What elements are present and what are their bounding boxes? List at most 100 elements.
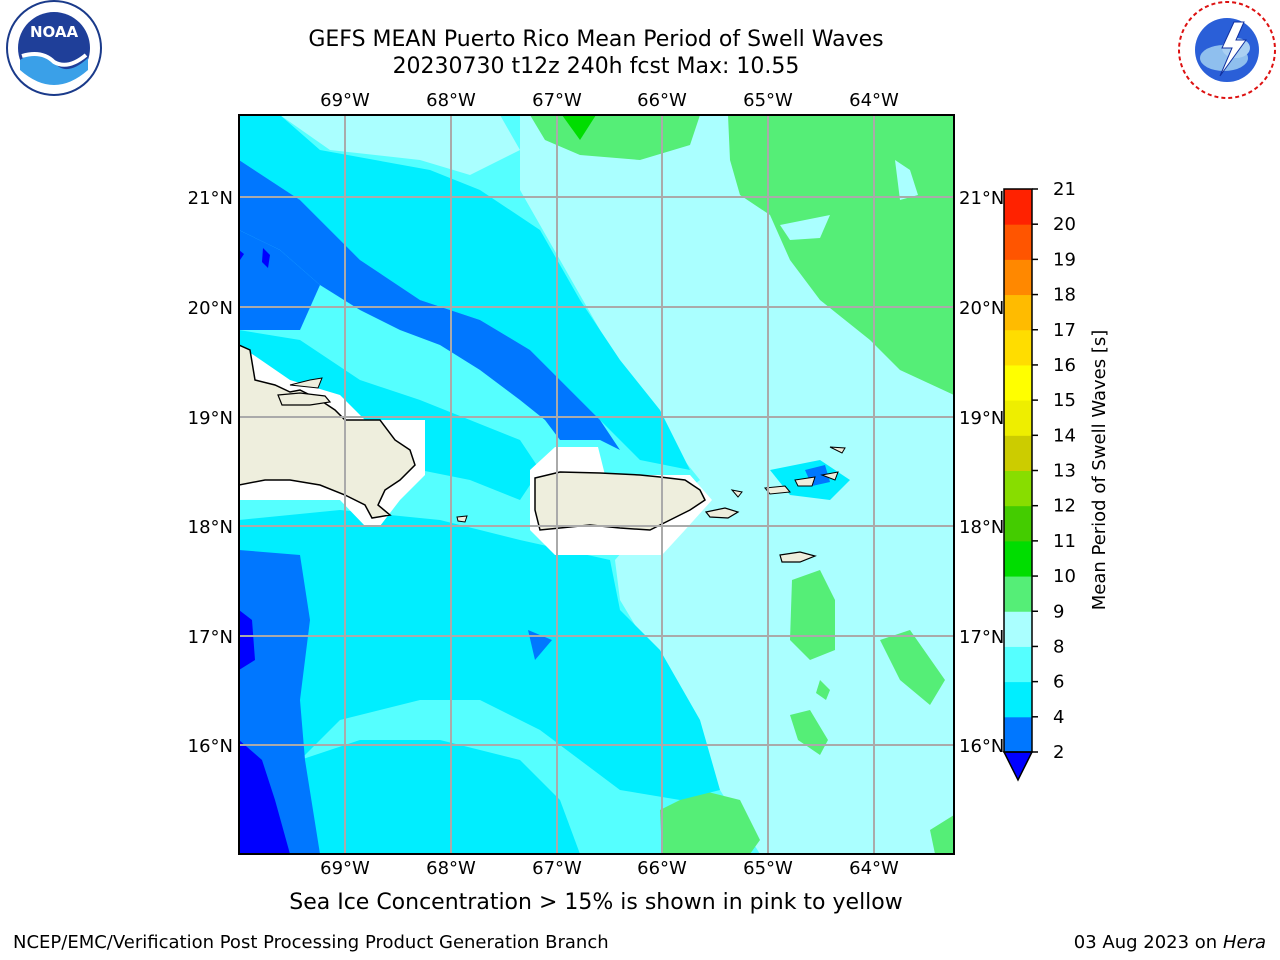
- host-name: Hera: [1222, 932, 1266, 953]
- contour-2-4-northwest: [239, 230, 320, 330]
- colorbar: [1004, 189, 1032, 753]
- nws-logo: [1176, 0, 1278, 104]
- lon-label-bottom: 66°W: [637, 858, 687, 879]
- contour-4-6-north: [239, 115, 690, 470]
- date-value: 03 Aug 2023 on: [1073, 932, 1218, 953]
- credit-text: NCEP/EMC/Verification Post Processing Pr…: [13, 932, 609, 953]
- contour-9-10-northeast: [728, 115, 954, 395]
- colorbar-segment: [1004, 294, 1032, 331]
- lat-label-left: 20°N: [188, 298, 233, 319]
- lon-label-bottom: 68°W: [426, 858, 476, 879]
- colorbar-tick-label: 17: [1053, 320, 1076, 341]
- colorbar-tick-label: 15: [1053, 390, 1076, 411]
- lat-label-right: 21°N: [959, 188, 1004, 209]
- lon-label-top: 65°W: [743, 90, 793, 111]
- contour-9-10-patch-3: [790, 710, 828, 755]
- northern-coast-island: [289, 377, 323, 389]
- contour-under-2-a: [239, 610, 255, 670]
- contour-8-9-nw: [280, 115, 520, 175]
- map-title: GEFS MEAN Puerto Rico Mean Period of Swe…: [308, 27, 884, 52]
- tortuga-island: [277, 392, 332, 406]
- colorbar-segment: [1004, 259, 1032, 296]
- vieques-island: [704, 507, 740, 519]
- contour-9-10-patch-4: [816, 680, 830, 700]
- colorbar-segment: [1004, 540, 1032, 577]
- map-gridlines: [239, 115, 954, 854]
- colorbar-tick-label: 12: [1053, 496, 1076, 517]
- st-croix-island: [779, 551, 817, 563]
- contour-9-10-south: [660, 790, 760, 854]
- contour-4-6-southwest: [300, 740, 580, 854]
- contour-2-4-north: [239, 160, 620, 450]
- colorbar-segment: [1004, 576, 1032, 612]
- lat-label-left: 21°N: [188, 188, 233, 209]
- colorbar-tick-label: 4: [1053, 707, 1064, 728]
- colorbar-tick-label: 14: [1053, 425, 1076, 446]
- map-frame: [238, 114, 955, 855]
- sea-ice-note: Sea Ice Concentration > 15% is shown in …: [289, 890, 903, 915]
- colorbar-segment: [1004, 189, 1032, 225]
- colorbar-segment: [1004, 435, 1032, 471]
- lon-label-top: 64°W: [849, 90, 899, 111]
- colorbar-segment: [1004, 646, 1032, 683]
- tortola-island: [820, 471, 839, 481]
- contour-8-9-inner-2: [895, 160, 918, 200]
- lat-label-right: 17°N: [959, 627, 1004, 648]
- lat-label-left: 16°N: [188, 736, 233, 757]
- colorbar-segment: [1004, 611, 1032, 647]
- swell-period-field: [239, 115, 954, 854]
- colorbar-segment: [1004, 364, 1032, 401]
- colorbar-tick-label: 2: [1053, 742, 1064, 763]
- contour-4-6-south: [239, 510, 720, 800]
- lon-label-bottom: 64°W: [849, 858, 899, 879]
- mona-island: [456, 515, 468, 523]
- noaa-logo-icon: NOAA: [6, 0, 102, 96]
- colorbar-tick-label: 13: [1053, 461, 1076, 482]
- lat-label-left: 19°N: [188, 408, 233, 429]
- lon-label-bottom: 69°W: [320, 858, 370, 879]
- contour-under-2-c: [262, 248, 270, 268]
- lon-label-top: 66°W: [637, 90, 687, 111]
- anegada-island: [829, 446, 846, 454]
- colorbar-tick-label: 11: [1053, 531, 1076, 552]
- lat-label-left: 17°N: [188, 627, 233, 648]
- lat-label-right: 18°N: [959, 517, 1004, 538]
- lon-label-top: 67°W: [532, 90, 582, 111]
- lat-label-right: 16°N: [959, 736, 1004, 757]
- noaa-logo: NOAA: [2, 0, 106, 104]
- colorbar-segment: [1004, 329, 1032, 366]
- colorbar-segment: [1004, 716, 1032, 753]
- colorbar-segment: [1004, 505, 1032, 542]
- colorbar-segment: [1004, 681, 1032, 718]
- contour-9-10-patch-1: [790, 570, 835, 660]
- contour-under-2-b: [239, 740, 290, 854]
- st-john-island: [794, 476, 816, 487]
- colorbar-tick-label: 18: [1053, 285, 1076, 306]
- colorbar-tick-label: 21: [1053, 179, 1076, 200]
- colorbar-tick-label: 10: [1053, 566, 1076, 587]
- colorbar-under-triangle: [1002, 751, 1034, 782]
- contour-under-2-d: [239, 250, 244, 260]
- lat-label-right: 20°N: [959, 298, 1004, 319]
- date-text: 03 Aug 2023 on Hera: [1074, 932, 1266, 953]
- contour-2-4-patch: [528, 630, 552, 660]
- contour-9-10-patch-2: [880, 630, 945, 705]
- colorbar-segment: [1004, 470, 1032, 507]
- culebra-island: [730, 489, 743, 498]
- lat-label-right: 19°N: [959, 408, 1004, 429]
- colorbar-segment: [1004, 224, 1032, 260]
- noaa-logo-text: NOAA: [30, 23, 79, 41]
- colorbar-tick-label: 8: [1053, 636, 1064, 657]
- colorbar-tick-label: 9: [1053, 601, 1064, 622]
- lon-label-top: 68°W: [426, 90, 476, 111]
- lon-label-top: 69°W: [320, 90, 370, 111]
- colorbar-tick-label: 6: [1053, 672, 1064, 693]
- contour-8-9-inner: [780, 215, 830, 240]
- lat-label-left: 18°N: [188, 517, 233, 538]
- colorbar-tick-label: 16: [1053, 355, 1076, 376]
- lon-label-bottom: 67°W: [532, 858, 582, 879]
- colorbar-label: Mean Period of Swell Waves [s]: [1089, 330, 1110, 611]
- map-subtitle: 20230730 t12z 240h fcst Max: 10.55: [392, 54, 800, 79]
- lon-label-bottom: 65°W: [743, 858, 793, 879]
- hispaniola-land: [239, 344, 416, 519]
